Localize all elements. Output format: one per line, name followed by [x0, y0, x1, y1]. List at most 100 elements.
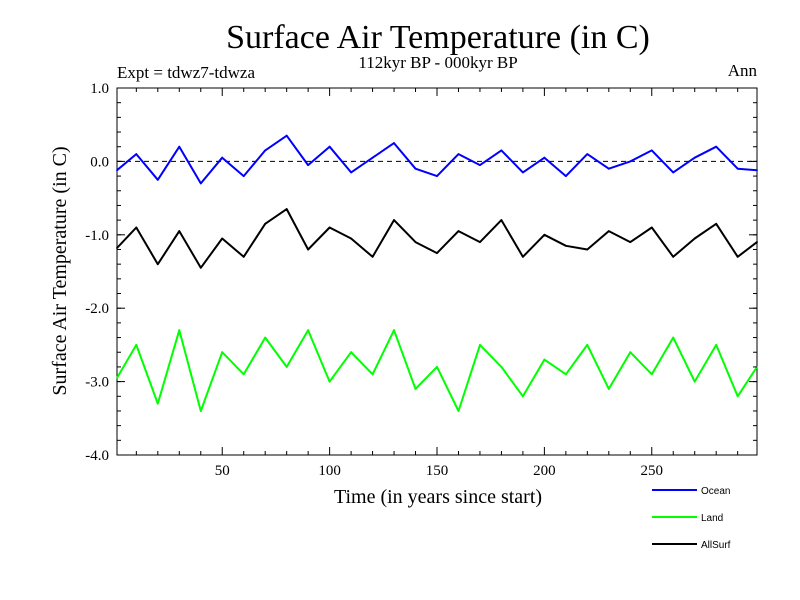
y-axis-ticks: 1.0 0.0 -1.0 -2.0 -3.0 -4.0 [85, 81, 757, 464]
data-point-ocean [607, 167, 610, 170]
data-point-allsurf [650, 226, 653, 229]
x-tick-label: 100 [318, 463, 341, 479]
data-point-land [650, 373, 653, 376]
data-point-ocean [756, 169, 758, 172]
y-tick-label: -2.0 [85, 301, 109, 317]
data-point-land [479, 344, 481, 346]
data-point-land [500, 366, 503, 368]
data-point-ocean [221, 156, 224, 159]
data-point-land [156, 402, 159, 405]
x-tick-label: 150 [426, 463, 449, 479]
data-point-allsurf [350, 237, 352, 240]
season-annotation: Ann [728, 61, 758, 80]
data-point-land [565, 373, 567, 376]
data-point-ocean [414, 167, 417, 170]
data-point-allsurf [371, 255, 374, 258]
data-point-land [264, 336, 267, 339]
data-point-allsurf [135, 226, 138, 229]
data-point-ocean [436, 175, 438, 178]
data-point-land [328, 380, 331, 383]
data-point-ocean [199, 182, 202, 185]
series-line-land [116, 329, 758, 412]
data-point-land [116, 377, 118, 379]
chart-title: Surface Air Temperature (in C) [226, 19, 650, 56]
data-point-land [371, 373, 374, 376]
data-point-land [414, 388, 417, 390]
plot-area [116, 87, 758, 456]
data-point-land [543, 358, 546, 361]
data-point-ocean [156, 178, 159, 181]
x-axis-ticks: 50 100 150 200 250 [135, 88, 739, 479]
y-tick-label: -3.0 [85, 375, 109, 391]
x-tick-label: 200 [533, 463, 556, 479]
data-point-ocean [543, 156, 546, 159]
data-point-allsurf [586, 248, 589, 251]
data-point-land [586, 344, 589, 346]
data-point-allsurf [156, 263, 159, 266]
legend-label-allsurf: AllSurf [701, 540, 731, 551]
data-point-ocean [672, 171, 675, 174]
data-point-land [736, 395, 739, 398]
data-point-ocean [264, 149, 267, 152]
y-tick-label: 1.0 [90, 81, 109, 97]
data-point-allsurf [756, 241, 758, 244]
data-point-ocean [715, 145, 718, 148]
data-point-land [436, 366, 438, 368]
legend-label-ocean: Ocean [701, 486, 730, 497]
y-tick-label: -4.0 [85, 448, 109, 464]
data-point-land [178, 329, 181, 332]
data-point-ocean [285, 134, 288, 137]
data-point-allsurf [543, 233, 546, 236]
data-point-land [693, 380, 696, 383]
data-point-allsurf [500, 219, 503, 222]
data-point-ocean [629, 160, 632, 163]
data-point-ocean [522, 171, 524, 174]
data-point-land [629, 351, 632, 354]
data-point-allsurf [328, 226, 331, 229]
data-point-land [522, 395, 524, 398]
x-tick-label: 50 [215, 463, 230, 479]
data-point-allsurf [414, 241, 417, 244]
data-point-ocean [586, 153, 589, 156]
data-point-allsurf [693, 237, 696, 240]
data-point-ocean [479, 164, 481, 167]
data-point-allsurf [436, 252, 438, 255]
data-point-allsurf [264, 222, 267, 225]
data-point-land [457, 410, 460, 412]
data-point-land [199, 410, 202, 412]
data-point-allsurf [629, 241, 632, 244]
data-point-land [607, 388, 610, 390]
data-point-ocean [242, 175, 245, 178]
data-point-land [350, 351, 352, 354]
data-point-ocean [350, 171, 352, 174]
data-point-land [242, 373, 245, 376]
data-point-ocean [135, 153, 138, 156]
data-point-allsurf [307, 248, 309, 251]
y-tick-label: -1.0 [85, 228, 109, 244]
data-point-ocean [178, 145, 181, 148]
x-axis-label: Time (in years since start) [334, 486, 542, 508]
y-axis-label: Surface Air Temperature (in C) [49, 146, 71, 395]
data-point-allsurf [457, 230, 460, 233]
data-point-land [715, 344, 718, 346]
data-point-land [393, 329, 395, 332]
data-point-allsurf [522, 255, 524, 258]
data-point-allsurf [479, 241, 481, 244]
data-point-allsurf [242, 255, 245, 258]
series-line-allsurf [116, 208, 758, 269]
data-point-allsurf [393, 219, 395, 222]
data-point-ocean [650, 149, 653, 152]
data-point-ocean [328, 145, 331, 148]
legend: Ocean Land AllSurf [652, 486, 731, 551]
data-point-allsurf [607, 230, 610, 233]
chart-subtitle: 112kyr BP - 000kyr BP [358, 53, 517, 72]
plot-frame [116, 87, 758, 456]
data-point-allsurf [116, 247, 118, 249]
data-point-ocean [500, 149, 503, 152]
data-point-ocean [393, 142, 395, 145]
data-point-allsurf [178, 230, 181, 233]
legend-label-land: Land [701, 513, 723, 524]
x-tick-label: 250 [641, 463, 664, 479]
data-point-land [221, 351, 224, 354]
